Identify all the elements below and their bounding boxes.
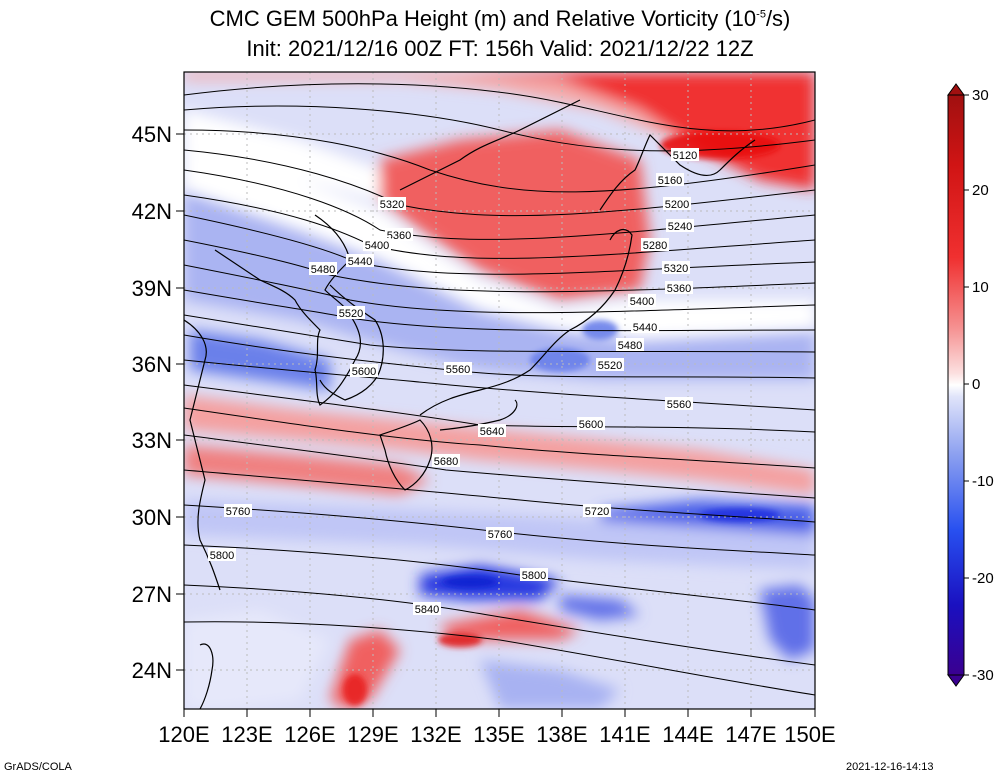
colorbar-top-arrow	[947, 83, 965, 96]
contour-label: 5760	[226, 506, 250, 518]
lat-label: 27N	[132, 582, 172, 607]
contour-label: 5480	[311, 264, 335, 276]
contour-label: 5200	[665, 199, 689, 211]
lon-axis: 120E 123E 126E 129E 132E 135E 138E 141E …	[158, 709, 836, 747]
contour-label: 5840	[415, 604, 439, 616]
contour-label: 5680	[434, 456, 458, 468]
colorbar-tick: 20	[972, 182, 989, 199]
contour-label-bg	[656, 173, 684, 186]
contour-label: 5520	[339, 308, 363, 320]
contour-label: 5280	[643, 240, 667, 252]
contour-label: 5560	[446, 364, 470, 376]
colorbar-tick: 0	[972, 376, 980, 393]
contour-label: 5320	[664, 263, 688, 275]
colorbar-tick: 10	[972, 279, 989, 296]
contour-labels: 5120516052005240528053205320536053605400…	[208, 148, 699, 616]
lon-label: 135E	[473, 722, 524, 747]
contour-label: 5440	[348, 256, 372, 268]
contour-label-bg	[665, 397, 693, 410]
contour-label-bg	[596, 358, 624, 371]
lon-label: 141E	[599, 722, 650, 747]
contour-label: 5440	[633, 322, 657, 334]
lon-label: 138E	[536, 722, 587, 747]
lat-label: 39N	[132, 276, 172, 301]
colorbar-gradient	[947, 94, 965, 676]
contour-label-bg	[641, 238, 669, 251]
contour-label-bg	[663, 197, 691, 210]
contour-label-bg	[662, 261, 690, 274]
contour-label-bg	[378, 197, 406, 210]
contour-label: 5120	[673, 150, 697, 162]
lat-label: 36N	[132, 352, 172, 377]
lon-label: 126E	[284, 722, 335, 747]
vorticity-field: 5120516052005240528053205320536053605400…	[184, 72, 815, 709]
contour-label-bg	[350, 364, 378, 377]
lon-label: 120E	[158, 722, 209, 747]
lat-label: 24N	[132, 658, 172, 683]
contour-label: 5360	[667, 283, 691, 295]
contour-label-bg	[413, 602, 441, 615]
lon-label: 150E	[784, 722, 835, 747]
contour-label: 5640	[480, 426, 504, 438]
contour-label-bg	[665, 281, 693, 294]
colorbar-tick: -30	[972, 667, 994, 684]
software-credit: GrADS/COLA	[4, 761, 72, 773]
contour-label: 5760	[488, 529, 512, 541]
colorbar-bottom-arrow	[947, 674, 965, 687]
contour-label: 5600	[352, 366, 376, 378]
colorbar-ticks: 30 20 10 0 -10 -20 -30	[964, 87, 994, 684]
contour-label-bg	[520, 568, 548, 581]
contour-label-bg	[444, 362, 472, 375]
contour-label-bg	[631, 320, 659, 333]
contour-label-bg	[671, 148, 699, 161]
contour-label-bg	[385, 228, 413, 241]
contour-label: 5160	[658, 175, 682, 187]
lon-label: 144E	[662, 722, 713, 747]
contour-label-bg	[486, 527, 514, 540]
lon-label: 123E	[221, 722, 272, 747]
contour-label: 5800	[522, 570, 546, 582]
lat-label: 30N	[132, 505, 172, 530]
contour-label: 5560	[667, 399, 691, 411]
contour-label: 5360	[387, 230, 411, 242]
contour-label-bg	[208, 548, 236, 561]
render-timestamp: 2021-12-16-14:13	[846, 761, 934, 773]
contour-label-bg	[616, 338, 644, 351]
contour-label-bg	[309, 262, 337, 275]
contour-label-bg	[666, 219, 694, 232]
lon-label: 132E	[410, 722, 461, 747]
contour-label-bg	[628, 294, 656, 307]
contour-label-bg	[363, 238, 391, 251]
lat-label: 45N	[132, 122, 172, 147]
colorbar-tick: -10	[972, 473, 994, 490]
contour-label-bg	[583, 504, 611, 517]
contour-label-bg	[478, 424, 506, 437]
contour-label-bg	[224, 504, 252, 517]
lat-label: 42N	[132, 199, 172, 224]
contour-label: 5520	[598, 360, 622, 372]
contour-label: 5600	[579, 419, 603, 431]
contour-label-bg	[346, 254, 374, 267]
contour-label: 5400	[365, 240, 389, 252]
contour-label: 5400	[630, 296, 654, 308]
lat-axis: 45N 42N 39N 36N 33N 30N 27N 24N	[132, 122, 184, 683]
contour-label: 5800	[210, 550, 234, 562]
contour-label: 5720	[585, 506, 609, 518]
contour-label-bg	[337, 306, 365, 319]
colorbar-tick: 30	[972, 87, 989, 104]
map-title: CMC GEM 500hPa Height (m) and Relative V…	[209, 6, 791, 31]
contour-label: 5320	[380, 199, 404, 211]
lat-label: 33N	[132, 428, 172, 453]
colorbar-tick: -20	[972, 570, 994, 587]
lon-label: 129E	[347, 722, 398, 747]
colorbar: 30 20 10 0 -10 -20 -30	[947, 83, 994, 687]
lon-label: 147E	[725, 722, 776, 747]
contour-label-bg	[577, 417, 605, 430]
contour-label: 5240	[668, 221, 692, 233]
contour-label-bg	[432, 454, 460, 467]
contour-label: 5480	[618, 340, 642, 352]
map-subtitle: Init: 2021/12/16 00Z FT: 156h Valid: 202…	[246, 36, 754, 61]
